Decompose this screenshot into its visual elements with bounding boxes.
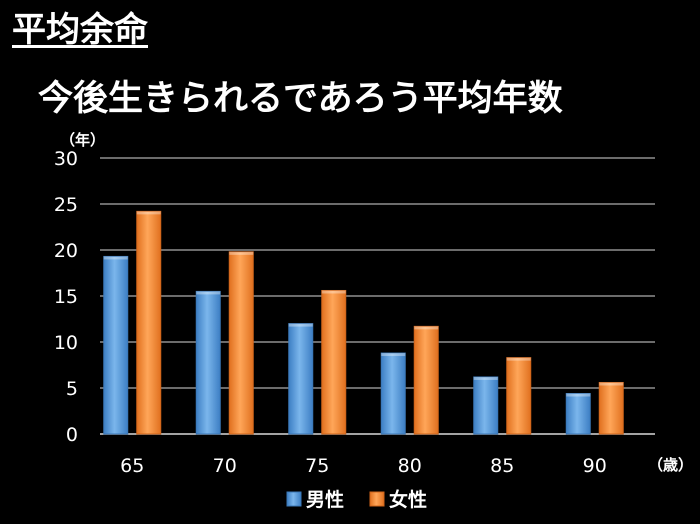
legend-swatch-female xyxy=(369,491,385,507)
bar-highlight xyxy=(103,256,128,260)
bar-highlight xyxy=(506,357,531,361)
y-tick-label: 15 xyxy=(54,286,78,308)
x-tick-label: 70 xyxy=(213,455,237,477)
bar-male-65 xyxy=(103,255,129,435)
bar-male-70 xyxy=(195,290,221,435)
bar-highlight xyxy=(196,291,221,295)
bar-highlight xyxy=(229,251,254,255)
x-tick-label: 80 xyxy=(398,455,422,477)
bar-female-70 xyxy=(228,251,254,435)
x-tick-label: 85 xyxy=(490,455,514,477)
x-tick-label: 90 xyxy=(583,455,607,477)
bar-highlight xyxy=(599,382,624,386)
y-tick-label: 20 xyxy=(54,240,78,262)
x-tick-label: 75 xyxy=(305,455,329,477)
y-tick-label: 25 xyxy=(54,194,78,216)
bar-highlight xyxy=(566,393,591,397)
bar-female-80 xyxy=(413,325,439,435)
bar-female-90 xyxy=(598,381,624,435)
y-tick-label: 0 xyxy=(66,424,78,446)
x-tick-label: 65 xyxy=(120,455,144,477)
bar-female-65 xyxy=(136,210,162,435)
x-unit-label: （歳） xyxy=(648,456,693,474)
bar-highlight xyxy=(288,323,313,327)
bar-highlight xyxy=(136,211,161,215)
bar-highlight xyxy=(414,326,439,330)
page-title: 平均余命 xyxy=(12,10,148,50)
bar-female-75 xyxy=(321,289,347,435)
y-unit-label: （年） xyxy=(60,131,105,149)
bar-male-90 xyxy=(565,393,591,435)
y-tick-label: 30 xyxy=(54,148,78,170)
bar-male-80 xyxy=(380,352,406,435)
page-subtitle: 今後生きられるであろう平均年数 xyxy=(38,79,563,119)
bar-male-75 xyxy=(288,323,314,435)
bar-highlight xyxy=(473,376,498,380)
legend-swatch-male xyxy=(286,491,302,507)
legend-label-male: 男性 xyxy=(306,488,344,511)
y-tick-label: 5 xyxy=(66,378,78,400)
y-tick-label: 10 xyxy=(54,332,78,354)
bar-female-85 xyxy=(506,357,532,435)
bar-highlight xyxy=(381,353,406,357)
legend-label-female: 女性 xyxy=(389,488,427,511)
bar-highlight xyxy=(321,290,346,294)
bar-male-85 xyxy=(473,376,499,435)
